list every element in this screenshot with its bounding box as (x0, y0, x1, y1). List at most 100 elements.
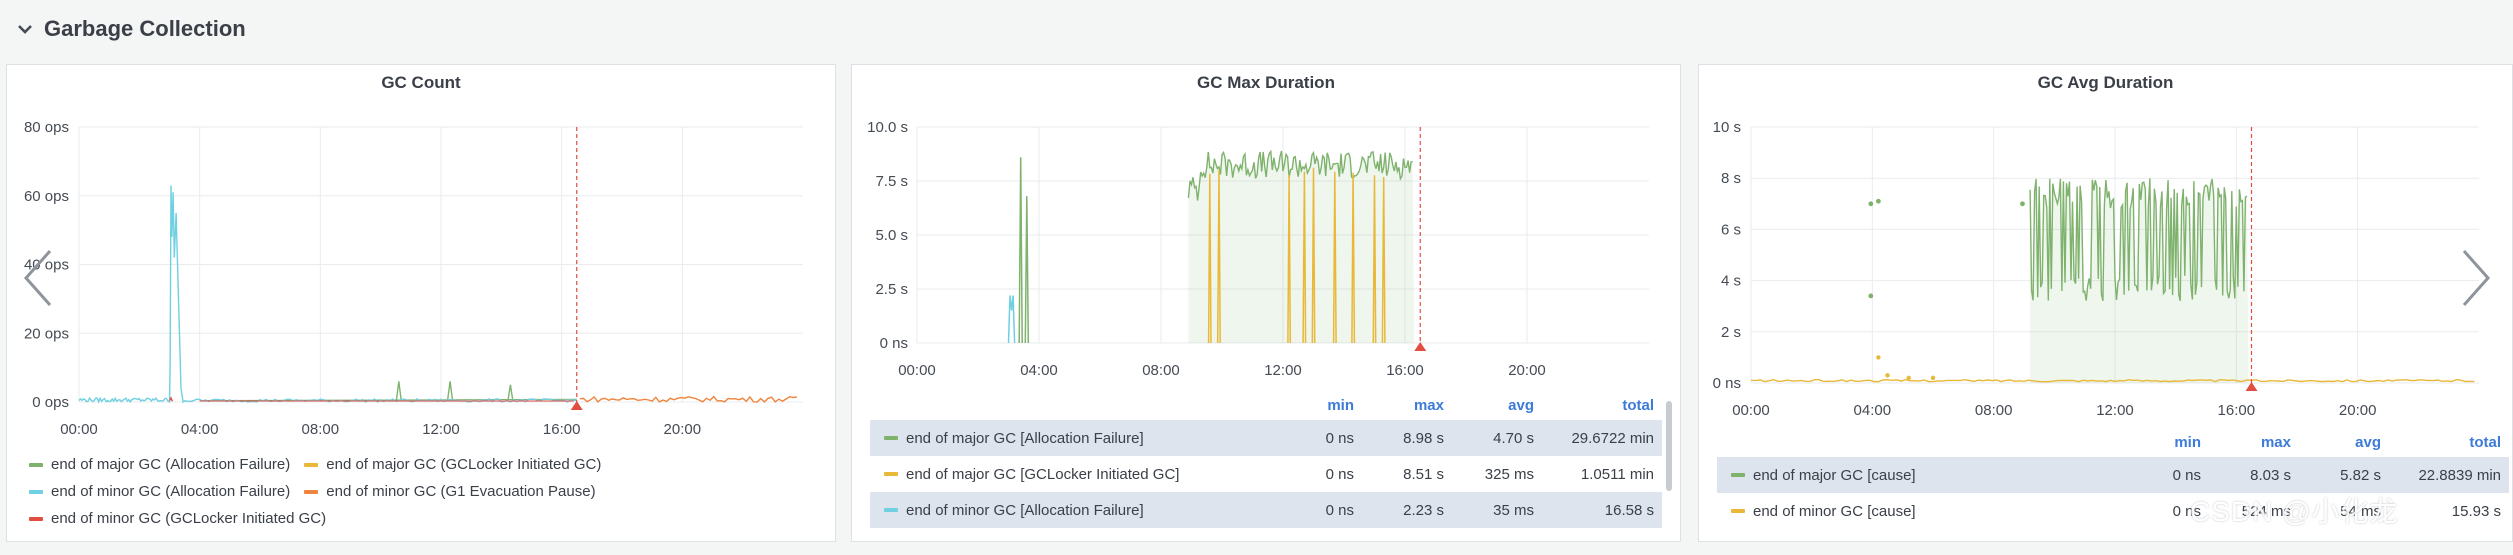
watermark: CSDN @小化龙 (2190, 496, 2399, 527)
legend-swatch (884, 472, 898, 476)
gc-avg-duration-graph[interactable]: 10 s 8 s 6 s 4 s 2 s 0 ns 00:00 04:00 08:00 12:00… (1699, 65, 2513, 435)
chevron-right-icon[interactable] (2458, 247, 2494, 309)
x-tick-label: 04:00 (181, 421, 219, 438)
column-avg[interactable]: avg (1508, 396, 1534, 414)
x-tick-label: 16:00 (1386, 362, 1424, 379)
legend-swatch (1731, 473, 1745, 477)
legend-label: end of major GC [GCLocker Initiated GC] (906, 465, 1180, 483)
legend-swatch (29, 516, 43, 521)
legend-min: 0 ns (2172, 466, 2201, 484)
y-tick-label: 6 s (1721, 221, 1741, 238)
series-line (1207, 173, 1212, 344)
legend-swatch (1731, 509, 1745, 513)
x-tick-label: 04:00 (1020, 362, 1058, 379)
series-line (78, 185, 577, 404)
row-title[interactable]: Garbage Collection (44, 16, 246, 41)
y-tick-label: 0 ops (32, 394, 69, 411)
legend-item[interactable]: end of major GC (Allocation Failure) (29, 456, 290, 473)
legend-total: 29.6722 min (1571, 429, 1654, 447)
legend-avg: 54 ms (2340, 502, 2381, 520)
series-line (1750, 378, 2475, 383)
legend-label: end of minor GC (Allocation Failure) (51, 483, 291, 500)
x-tick-label: 00:00 (1732, 402, 1770, 419)
legend-row[interactable]: end of minor GC [cause] 0 ns 524 ms 54 m… (1717, 493, 2509, 529)
series-line (507, 384, 514, 401)
legend-total: 1.0511 min (1580, 465, 1654, 483)
y-tick-label: 20 ops (24, 325, 69, 342)
legend-row[interactable]: end of major GC [cause] 0 ns 8.03 s 5.82… (1717, 457, 2509, 493)
panel-title[interactable]: GC Max Duration (1197, 73, 1335, 92)
series-line (1372, 175, 1377, 344)
legend-total: 22.8839 min (2418, 466, 2501, 484)
series-line (395, 381, 402, 401)
legend-item[interactable]: end of minor GC (G1 Evacuation Pause) (304, 483, 596, 500)
legend-item[interactable]: end of minor GC (GCLocker Initiated GC) (29, 510, 326, 527)
gc-max-duration-graph[interactable]: 10.0 s 7.5 s 5.0 s 2.5 s 0 ns 00:00 04:00 08:00… (852, 65, 1681, 395)
panel-gc-max-duration[interactable]: GC Max Duration 10.0 s 7.5 s 5.0 s 2.5 s 0 n… (851, 64, 1681, 542)
series-line (446, 381, 454, 401)
legend-swatch (884, 508, 898, 512)
chevron-down-icon[interactable] (14, 18, 36, 40)
chevron-left-icon[interactable] (20, 247, 56, 309)
series-line (1302, 171, 1307, 344)
threshold-marker[interactable] (570, 401, 583, 410)
x-tick-label: 08:00 (302, 421, 340, 438)
legend-label: end of minor GC (G1 Evacuation Pause) (326, 483, 596, 500)
plot-area: 10.0 s 7.5 s 5.0 s 2.5 s 0 ns 00:00 04:00 08:00… (867, 119, 1649, 379)
series-line (1018, 157, 1023, 344)
column-total[interactable]: total (1622, 396, 1654, 414)
panel-gc-avg-duration[interactable]: GC Avg Duration 10 s 8 s 6 s 4 s 2 s 0 ns 00:0… (1698, 64, 2513, 542)
legend-row[interactable]: end of major GC [Allocation Failure] 0 n… (870, 420, 1662, 456)
x-tick-label: 20:00 (664, 421, 702, 438)
panel-title[interactable]: GC Count (381, 73, 461, 92)
legend-total: 15.93 s (2451, 502, 2501, 520)
legend-total: 16.58 s (1604, 501, 1654, 519)
series-line (1024, 196, 1030, 344)
y-tick-label: 7.5 s (875, 173, 908, 190)
x-tick-label: 08:00 (1142, 362, 1180, 379)
legend-swatch (29, 462, 43, 467)
column-max[interactable]: max (1413, 396, 1444, 414)
panel-title[interactable]: GC Avg Duration (2037, 73, 2174, 92)
series-line (1007, 295, 1016, 344)
column-min[interactable]: min (1327, 396, 1354, 414)
column-min[interactable]: min (2174, 433, 2201, 451)
legend-swatch (29, 489, 43, 494)
legend-label: end of minor GC [Allocation Failure] (906, 501, 1144, 519)
data-point (1876, 355, 1881, 360)
legend-item[interactable]: end of minor GC (Allocation Failure) (29, 483, 290, 500)
legend-row[interactable]: end of major GC [GCLocker Initiated GC] … (870, 456, 1662, 492)
y-tick-label: 8 s (1721, 170, 1741, 187)
column-max[interactable]: max (2260, 433, 2291, 451)
legend-max: 8.03 s (2250, 466, 2291, 484)
data-point (1876, 198, 1881, 204)
column-avg[interactable]: avg (2355, 433, 2381, 451)
data-point (1868, 293, 1874, 299)
threshold-marker[interactable] (2245, 382, 2258, 391)
legend-label: end of major GC [Allocation Failure] (906, 429, 1144, 447)
legend-row[interactable]: end of minor GC [Allocation Failure] 0 n… (870, 492, 1662, 528)
panel-gc-count[interactable]: GC Count 80 ops 60 ops 40 ops 20 ops 0 ops 00… (6, 64, 836, 542)
data-point (1885, 373, 1890, 378)
y-tick-label: 80 ops (24, 119, 69, 136)
y-tick-label: 60 ops (24, 188, 69, 205)
x-tick-label: 16:00 (543, 421, 581, 438)
series-line (579, 395, 798, 403)
legend-min: 0 ns (1325, 465, 1354, 483)
x-tick-label: 20:00 (2339, 402, 2377, 419)
legend-min: 0 ns (1325, 501, 1354, 519)
legend-max: 524 ms (2241, 502, 2291, 520)
row-header[interactable]: Garbage Collection (0, 0, 2513, 58)
legend-scrollbar[interactable] (1666, 401, 1672, 491)
x-tick-label: 08:00 (1975, 402, 2013, 419)
column-total[interactable]: total (2469, 433, 2501, 451)
x-tick-label: 12:00 (1264, 362, 1302, 379)
legend-avg: 4.70 s (1493, 429, 1534, 447)
series-line (1287, 174, 1292, 344)
legend-item[interactable]: end of major GC (GCLocker Initiated GC) (304, 456, 601, 473)
series-line (1381, 176, 1386, 344)
y-tick-label: 10 s (1713, 119, 1741, 136)
legend-swatch (884, 436, 898, 440)
threshold-marker[interactable] (1414, 342, 1427, 351)
